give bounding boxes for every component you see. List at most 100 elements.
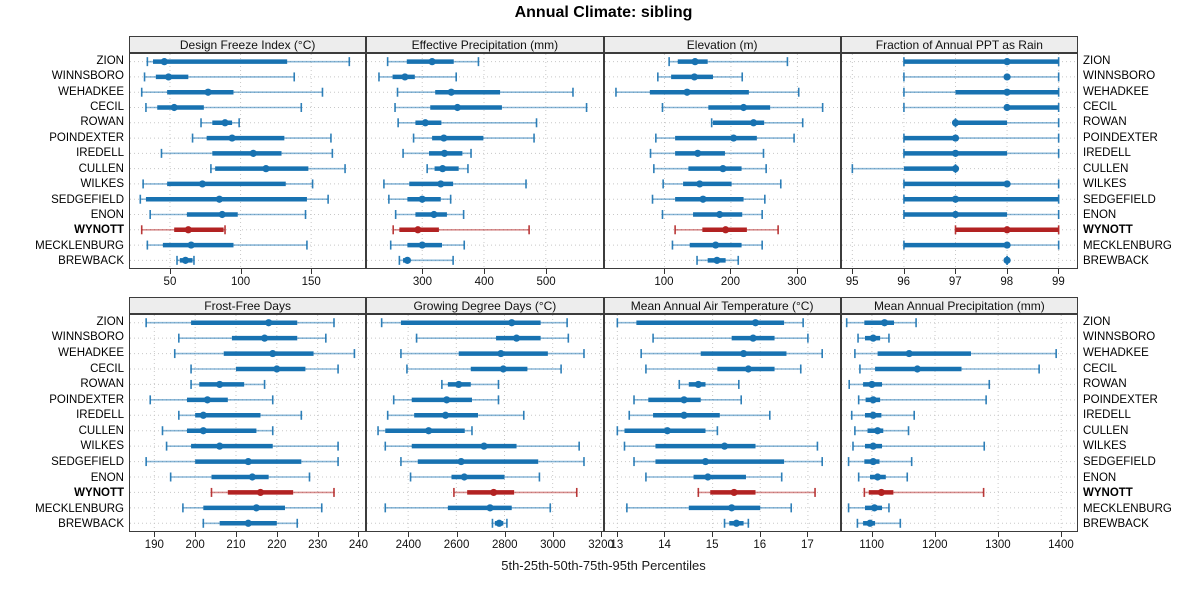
median-dot xyxy=(1003,180,1011,188)
median-dot xyxy=(703,473,711,481)
axis-tick xyxy=(663,269,665,274)
axis-tick xyxy=(852,269,854,274)
percentile-row-cecil xyxy=(406,364,563,374)
site-label-left-cullen: CULLEN xyxy=(78,424,124,437)
median-dot xyxy=(729,488,738,497)
percentile-row-zion xyxy=(381,318,569,328)
panel-strip-title: Effective Precipitation (mm) xyxy=(366,36,604,53)
axis-tick-label: 13 xyxy=(610,539,624,551)
site-label-left-iredell: IREDELL xyxy=(76,409,124,422)
median-dot xyxy=(868,380,876,389)
median-dot xyxy=(877,488,885,497)
percentile-row-poindexter xyxy=(413,133,536,143)
site-label-left-poindexter: POINDEXTER xyxy=(49,131,124,144)
axis-tick-label: 240 xyxy=(348,539,369,551)
axis-tick-label: 200 xyxy=(185,539,205,551)
percentile-row-rowan xyxy=(710,118,804,128)
percentile-row-wynott xyxy=(140,225,226,235)
median-dot xyxy=(873,473,881,481)
percentile-row-cecil xyxy=(858,364,1040,374)
percentile-row-sedgefield xyxy=(847,457,913,467)
median-dot xyxy=(682,88,691,96)
median-dot xyxy=(749,334,757,342)
axis-tick-label: 16 xyxy=(753,539,767,551)
median-dot xyxy=(712,256,721,264)
percentile-row-zion xyxy=(387,57,480,67)
site-label-right-enon: ENON xyxy=(1083,209,1117,221)
site-label-left-poindexter: POINDEXTER xyxy=(49,393,124,406)
median-dot xyxy=(244,519,252,527)
percentile-row-wehadkee xyxy=(140,87,324,97)
axis-tick-label: 210 xyxy=(226,539,246,551)
percentile-row-mecklenburg xyxy=(182,503,323,513)
median-dot xyxy=(418,241,427,249)
percentile-row-winnsboro xyxy=(656,72,743,82)
median-dot xyxy=(221,119,229,127)
percentile-row-enon xyxy=(857,472,908,482)
percentile-row-wehadkee xyxy=(396,87,575,97)
percentile-row-enon xyxy=(149,210,307,219)
axis-tick xyxy=(871,532,873,537)
percentile-row-enon xyxy=(169,472,311,482)
median-dot xyxy=(951,149,959,157)
percentile-row-brewback xyxy=(491,518,508,528)
percentile-row-enon xyxy=(661,210,763,219)
median-dot xyxy=(256,488,265,497)
site-label-left-cecil: CECIL xyxy=(90,362,124,375)
panel-strip-title: Fraction of Annual PPT as Rain xyxy=(840,36,1078,53)
median-dot xyxy=(508,319,516,327)
percentile-row-wilkes xyxy=(142,179,314,189)
site-label-right-rowan: ROWAN xyxy=(1083,378,1127,391)
percentile-row-iredell xyxy=(902,148,1060,158)
site-label-right-iredell: IREDELL xyxy=(1083,409,1131,422)
site-label-right-sedgefield: SEDGEFIELD xyxy=(1083,455,1156,468)
axis-tick-label: 3000 xyxy=(540,539,566,551)
percentile-row-poindexter xyxy=(149,395,274,405)
median-dot xyxy=(252,504,261,512)
panel-strip-title: Mean Annual Air Temperature (°C) xyxy=(603,297,841,314)
panel-strip-title: Mean Annual Precipitation (mm) xyxy=(840,297,1078,314)
percentile-row-cullen xyxy=(426,164,469,174)
median-dot xyxy=(273,365,281,373)
percentile-row-mecklenburg xyxy=(625,503,792,513)
axis-tick xyxy=(240,269,242,274)
percentile-row-mecklenburg xyxy=(384,503,552,513)
median-dot xyxy=(866,519,874,527)
site-label-right-brewback: BREWBACK xyxy=(1083,255,1149,268)
percentile-row-brewback xyxy=(856,518,901,528)
panel-strip-title: Frost-Free Days xyxy=(129,297,367,314)
median-dot xyxy=(199,411,207,419)
axis-tick xyxy=(276,532,278,537)
median-dot xyxy=(199,427,207,435)
axis-tick-label: 2400 xyxy=(395,539,422,551)
median-dot xyxy=(751,319,759,327)
percentile-row-sedgefield xyxy=(651,194,766,204)
median-dot xyxy=(203,396,212,404)
percentile-row-cecil xyxy=(145,103,303,112)
axis-tick-label: 98 xyxy=(1000,276,1014,288)
percentile-row-enon xyxy=(644,472,782,482)
median-dot xyxy=(727,504,735,512)
panel-frost-free-days xyxy=(129,314,367,532)
site-label-left-sedgefield: SEDGEFIELD xyxy=(51,193,124,206)
percentile-row-wehadkee xyxy=(400,349,586,359)
axis-tick-label: 400 xyxy=(474,276,494,288)
median-dot xyxy=(439,165,447,173)
axis-tick xyxy=(601,532,603,537)
site-label-right-wehadkee: WEHADKEE xyxy=(1083,85,1149,98)
panel-canvas xyxy=(367,315,603,531)
percentile-row-rowan xyxy=(677,379,740,389)
median-dot xyxy=(1003,256,1011,264)
median-dot xyxy=(695,180,703,188)
site-label-left-winnsboro: WINNSBORO xyxy=(51,70,124,83)
x-axis-caption: 5th-25th-50th-75th-95th Percentiles xyxy=(501,558,706,573)
percentile-row-wilkes xyxy=(851,441,985,451)
median-dot xyxy=(718,165,727,173)
percentile-row-wehadkee xyxy=(173,349,356,359)
axis-tick xyxy=(317,532,319,537)
median-dot xyxy=(679,396,688,404)
percentile-row-mecklenburg xyxy=(902,240,1060,250)
site-label-right-zion: ZION xyxy=(1083,315,1111,328)
percentile-row-iredell xyxy=(178,410,303,420)
median-dot xyxy=(455,380,463,389)
